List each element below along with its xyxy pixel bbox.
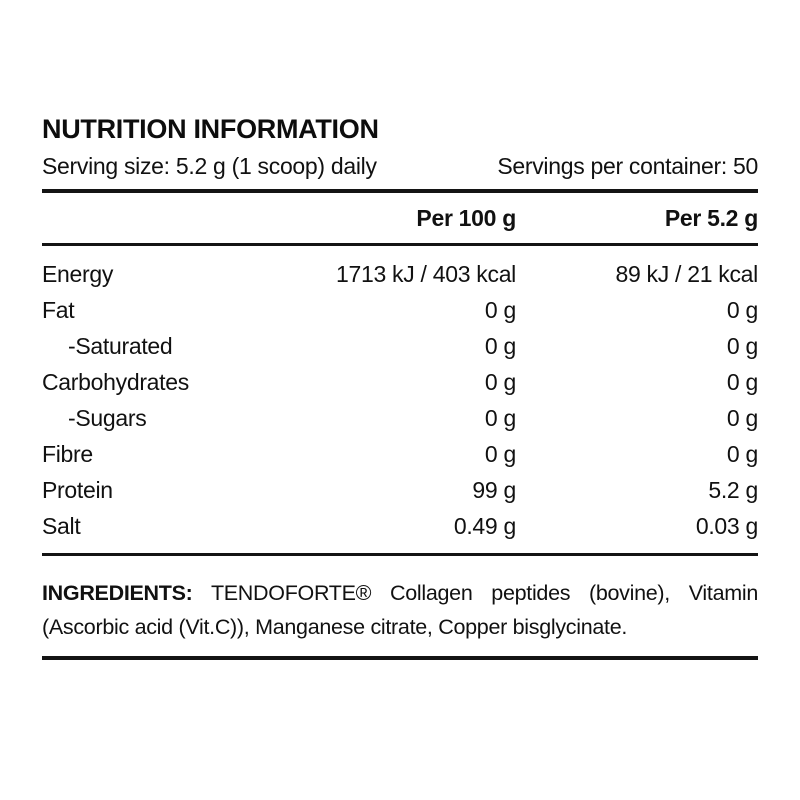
divider-header bbox=[42, 243, 758, 246]
ingredients-line-1: INGREDIENTS: TENDOFORTE® Collagen peptid… bbox=[42, 576, 758, 610]
row-per-100g: 0 g bbox=[484, 333, 516, 359]
row-per-serving: 0 g bbox=[726, 333, 758, 359]
row-label: Energy bbox=[42, 261, 114, 287]
table-header-row: Per 100 g Per 5.2 g bbox=[42, 193, 758, 243]
table-row-energy: Energy 1713 kJ / 403 kcal 89 kJ / 21 kca… bbox=[42, 256, 758, 292]
divider-top bbox=[42, 189, 758, 193]
row-label: -Sugars bbox=[68, 405, 147, 431]
row-label: Fibre bbox=[42, 441, 93, 467]
table-row-protein: Protein 99 g 5.2 g bbox=[42, 472, 758, 508]
row-per-100g: 0 g bbox=[484, 441, 516, 467]
row-per-100g: 0 g bbox=[484, 369, 516, 395]
row-per-serving: 0.03 g bbox=[695, 513, 758, 539]
row-label: Salt bbox=[42, 513, 81, 539]
table-row-saturated: -Saturated 0 g 0 g bbox=[42, 328, 758, 364]
serving-size-text: Serving size: 5.2 g (1 scoop) daily bbox=[42, 153, 377, 179]
column-header-per-100g: Per 100 g bbox=[416, 205, 516, 231]
table-row-fibre: Fibre 0 g 0 g bbox=[42, 436, 758, 472]
row-per-serving: 89 kJ / 21 kcal bbox=[615, 261, 758, 287]
servings-per-container-text: Servings per container: 50 bbox=[497, 153, 758, 179]
row-label: Protein bbox=[42, 477, 113, 503]
label-content: NUTRITION INFORMATION Serving size: 5.2 … bbox=[42, 114, 758, 660]
row-per-100g: 0 g bbox=[484, 405, 516, 431]
row-label: Fat bbox=[42, 297, 75, 323]
row-per-serving: 0 g bbox=[726, 441, 758, 467]
row-per-100g: 0.49 g bbox=[453, 513, 516, 539]
row-per-serving: 0 g bbox=[726, 369, 758, 395]
table-row-salt: Salt 0.49 g 0.03 g bbox=[42, 508, 758, 544]
divider-table-bottom bbox=[42, 553, 758, 556]
divider-bottom bbox=[42, 656, 758, 660]
row-per-100g: 0 g bbox=[484, 297, 516, 323]
row-label: Carbohydrates bbox=[42, 369, 189, 395]
table-row-fat: Fat 0 g 0 g bbox=[42, 292, 758, 328]
ingredients-text-1: TENDOFORTE® Collagen peptides (bovine), … bbox=[210, 581, 758, 605]
row-label: -Saturated bbox=[68, 333, 173, 359]
row-per-serving: 0 g bbox=[726, 297, 758, 323]
nutrition-table-body: Energy 1713 kJ / 403 kcal 89 kJ / 21 kca… bbox=[42, 246, 758, 553]
table-row-carbohydrates: Carbohydrates 0 g 0 g bbox=[42, 364, 758, 400]
row-per-100g: 99 g bbox=[472, 477, 516, 503]
ingredients-section: INGREDIENTS: TENDOFORTE® Collagen peptid… bbox=[42, 576, 758, 644]
row-per-serving: 5.2 g bbox=[708, 477, 758, 503]
row-per-100g: 1713 kJ / 403 kcal bbox=[336, 261, 516, 287]
ingredients-line-2: (Ascorbic acid (Vit.C)), Manganese citra… bbox=[42, 615, 628, 639]
column-header-per-serving: Per 5.2 g bbox=[664, 205, 758, 231]
table-row-sugars: -Sugars 0 g 0 g bbox=[42, 400, 758, 436]
page-title: NUTRITION INFORMATION bbox=[42, 114, 379, 144]
row-per-serving: 0 g bbox=[726, 405, 758, 431]
serving-info-row: Serving size: 5.2 g (1 scoop) daily Serv… bbox=[42, 152, 758, 180]
ingredients-label: INGREDIENTS: bbox=[42, 581, 193, 605]
